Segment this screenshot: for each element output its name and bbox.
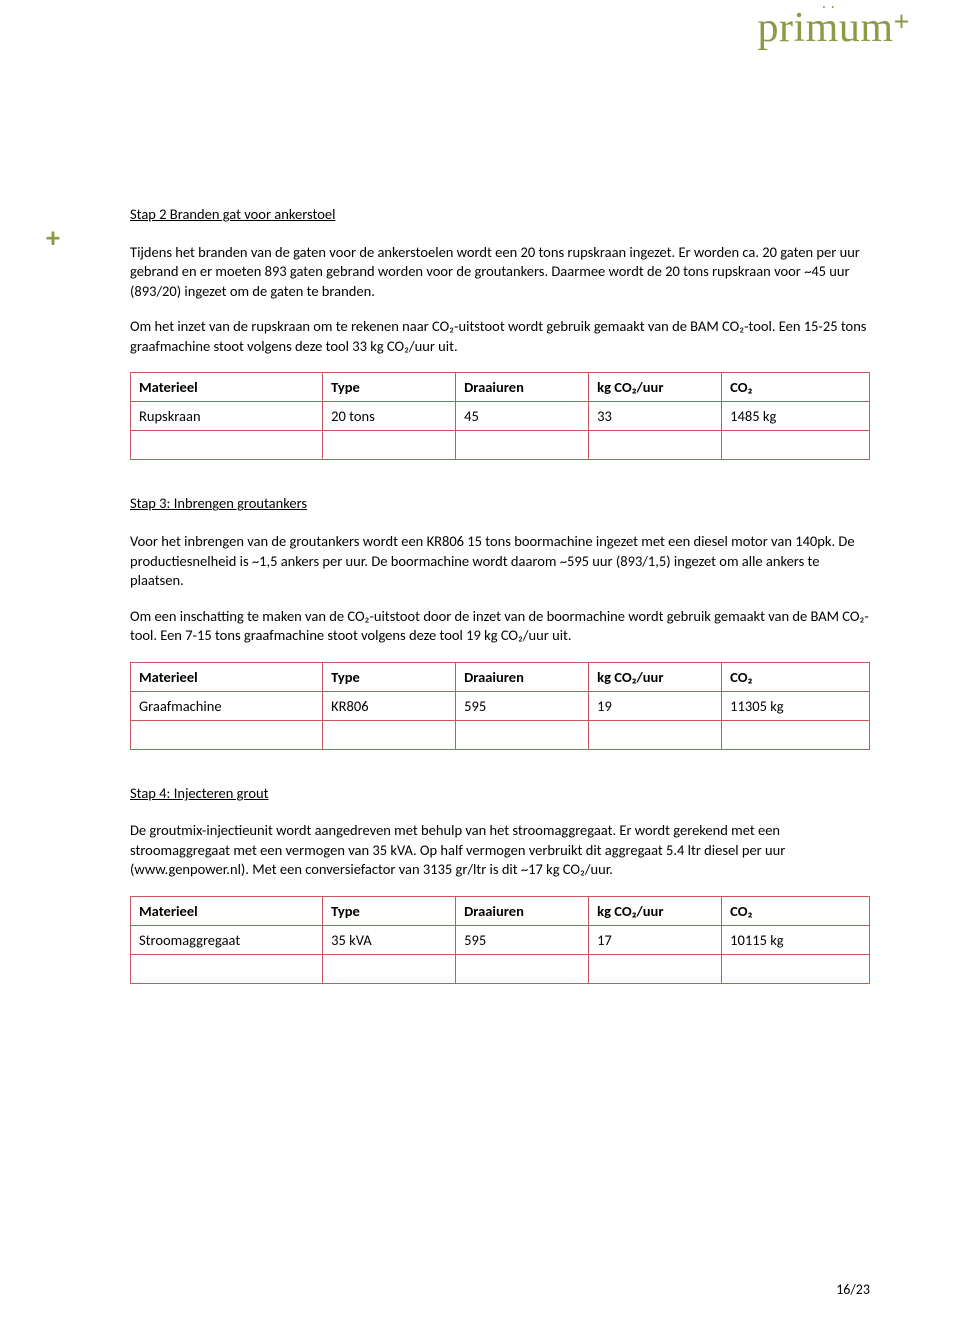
document-content: Stap 2 Branden gat voor ankerstoel Tijde… <box>130 205 870 984</box>
cell <box>131 720 323 749</box>
cell <box>589 720 722 749</box>
col-header: kg CO₂/uur <box>589 662 722 691</box>
paragraph: De groutmix-injectieunit wordt aangedrev… <box>130 821 870 880</box>
table-header-row: Materieel Type Draaiuren kg CO₂/uur CO₂ <box>131 897 870 926</box>
cell: Rupskraan <box>131 402 323 431</box>
cell <box>131 955 323 984</box>
table-row: Stroomaggregaat 35 kVA 595 17 10115 kg <box>131 926 870 955</box>
page-container: • • primum+ + Stap 2 Branden gat voor an… <box>0 0 960 1318</box>
cell <box>722 431 870 460</box>
cell: 17 <box>589 926 722 955</box>
cell: Stroomaggregaat <box>131 926 323 955</box>
col-header: Materieel <box>131 897 323 926</box>
cell <box>722 955 870 984</box>
cell: KR806 <box>323 691 456 720</box>
data-table: Materieel Type Draaiuren kg CO₂/uur CO₂ … <box>130 372 870 460</box>
section-heading: Stap 3: Inbrengen groutankers <box>130 494 870 514</box>
cell: 1485 kg <box>722 402 870 431</box>
cell <box>589 431 722 460</box>
cell <box>131 431 323 460</box>
page-number: 16/23 <box>836 1281 870 1298</box>
col-header: kg CO₂/uur <box>589 373 722 402</box>
cell: 19 <box>589 691 722 720</box>
cell: 20 tons <box>323 402 456 431</box>
col-header: Draaiuren <box>456 373 589 402</box>
section-heading: Stap 4: Injecteren grout <box>130 784 870 804</box>
cell: Graafmachine <box>131 691 323 720</box>
cell <box>323 720 456 749</box>
col-header: Materieel <box>131 373 323 402</box>
col-header: Type <box>323 373 456 402</box>
section-stap2: Stap 2 Branden gat voor ankerstoel Tijde… <box>130 205 870 460</box>
table-row: Graafmachine KR806 595 19 11305 kg <box>131 691 870 720</box>
cell: 45 <box>456 402 589 431</box>
data-table: Materieel Type Draaiuren kg CO₂/uur CO₂ … <box>130 896 870 984</box>
col-header: Type <box>323 897 456 926</box>
cell <box>456 955 589 984</box>
col-header: Type <box>323 662 456 691</box>
cell: 595 <box>456 691 589 720</box>
col-header: Draaiuren <box>456 662 589 691</box>
logo-plus-icon: + <box>894 7 910 39</box>
col-header: CO₂ <box>722 373 870 402</box>
table-row <box>131 955 870 984</box>
brand-logo: • • primum+ <box>758 6 910 52</box>
col-header: CO₂ <box>722 662 870 691</box>
side-plus-icon: + <box>46 220 60 255</box>
col-header: kg CO₂/uur <box>589 897 722 926</box>
data-table: Materieel Type Draaiuren kg CO₂/uur CO₂ … <box>130 662 870 750</box>
table-row <box>131 431 870 460</box>
cell <box>323 431 456 460</box>
col-header: Materieel <box>131 662 323 691</box>
col-header: Draaiuren <box>456 897 589 926</box>
cell <box>323 955 456 984</box>
table-row: Rupskraan 20 tons 45 33 1485 kg <box>131 402 870 431</box>
section-stap4: Stap 4: Injecteren grout De groutmix-inj… <box>130 784 870 984</box>
cell: 11305 kg <box>722 691 870 720</box>
cell <box>456 431 589 460</box>
paragraph: Om een inschatting te maken van de CO₂-u… <box>130 607 870 646</box>
paragraph: Voor het inbrengen van de groutankers wo… <box>130 532 870 591</box>
table-header-row: Materieel Type Draaiuren kg CO₂/uur CO₂ <box>131 373 870 402</box>
cell: 595 <box>456 926 589 955</box>
logo-text: primum <box>758 5 894 51</box>
cell <box>589 955 722 984</box>
table-row <box>131 720 870 749</box>
paragraph: Om het inzet van de rupskraan om te reke… <box>130 317 870 356</box>
cell <box>722 720 870 749</box>
section-stap3: Stap 3: Inbrengen groutankers Voor het i… <box>130 494 870 749</box>
cell: 33 <box>589 402 722 431</box>
cell <box>456 720 589 749</box>
col-header: CO₂ <box>722 897 870 926</box>
table-header-row: Materieel Type Draaiuren kg CO₂/uur CO₂ <box>131 662 870 691</box>
paragraph: Tijdens het branden van de gaten voor de… <box>130 243 870 302</box>
cell: 35 kVA <box>323 926 456 955</box>
section-heading: Stap 2 Branden gat voor ankerstoel <box>130 205 870 225</box>
cell: 10115 kg <box>722 926 870 955</box>
